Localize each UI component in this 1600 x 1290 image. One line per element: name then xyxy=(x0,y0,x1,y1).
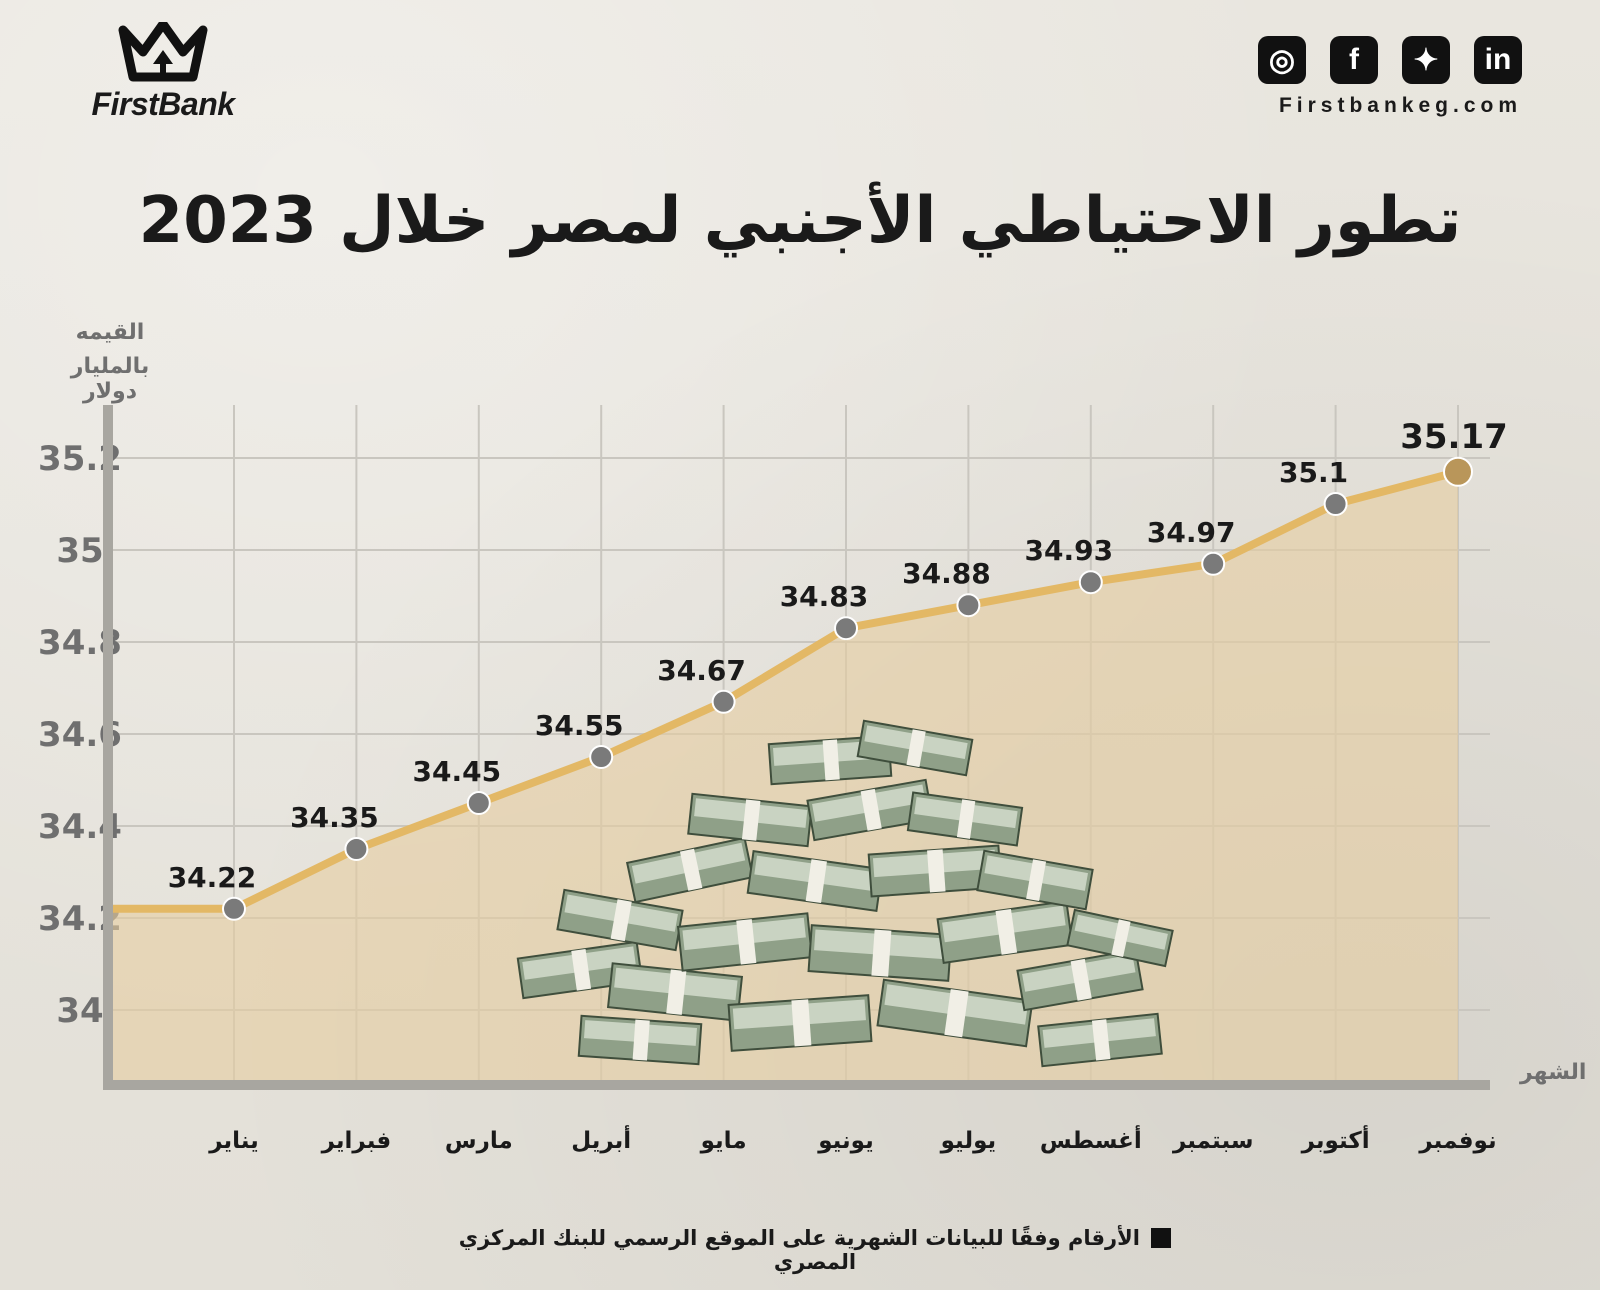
x-tick-label: نوفمبر xyxy=(1418,1128,1496,1154)
data-label: 34.83 xyxy=(780,580,869,613)
cash-stack xyxy=(625,836,755,904)
y-axis-unit: بالمليار دولار xyxy=(70,354,150,404)
data-point xyxy=(466,791,491,815)
data-label: 34.45 xyxy=(413,755,502,788)
data-point xyxy=(589,745,614,769)
footnote-bullet xyxy=(1151,1228,1172,1248)
cash-stack xyxy=(906,791,1024,847)
data-label: 34.93 xyxy=(1025,534,1114,567)
cash-stack xyxy=(687,792,813,848)
firstbank-logo: FirstBank xyxy=(78,19,248,132)
cash-stack xyxy=(876,978,1034,1048)
instagram-icon[interactable]: ◎ xyxy=(1258,36,1306,84)
x-tick-label: يوليو xyxy=(940,1128,997,1154)
x-tick-label: فبراير xyxy=(321,1128,392,1154)
data-point xyxy=(956,593,981,618)
cash-stack xyxy=(516,940,644,1000)
data-point xyxy=(1078,570,1103,595)
cash-stack xyxy=(976,849,1094,911)
data-label: 34.67 xyxy=(657,654,746,687)
data-label: 34.22 xyxy=(168,861,257,894)
data-point xyxy=(222,896,246,921)
cash-stack xyxy=(1016,948,1144,1012)
y-axis-label: القيمه xyxy=(75,320,145,345)
x-tick-label: أكتوبر xyxy=(1301,1124,1370,1154)
cash-stack xyxy=(807,924,953,982)
series-line xyxy=(113,467,1460,913)
data-label: 34.88 xyxy=(902,557,991,590)
cash-stack xyxy=(936,900,1074,964)
cash-stack xyxy=(806,778,934,842)
x-tick-label: مارس xyxy=(445,1128,513,1154)
y-tick-label: 34 xyxy=(56,991,103,1031)
linkedin-icon[interactable]: in xyxy=(1474,36,1522,84)
cash-stack xyxy=(867,844,1003,898)
data-label: 35.17 xyxy=(1400,417,1508,457)
x-tick-label: يناير xyxy=(208,1128,259,1154)
brand-name: FirstBank xyxy=(91,86,235,122)
data-label: 34.35 xyxy=(290,801,379,834)
data-point xyxy=(1201,551,1226,576)
money-pile-image xyxy=(516,719,1174,1068)
cash-stack xyxy=(856,719,974,777)
data-point xyxy=(1323,492,1348,516)
x-axis-label: الشهر xyxy=(1520,1060,1587,1085)
data-label: 35.1 xyxy=(1279,456,1348,489)
cash-stack xyxy=(676,912,814,972)
cash-stack xyxy=(606,962,744,1022)
data-point xyxy=(1443,456,1473,487)
cash-stack xyxy=(1066,908,1174,968)
x-tick-label: يونيو xyxy=(817,1128,874,1154)
facebook-icon[interactable]: f xyxy=(1330,36,1378,84)
cash-stack xyxy=(577,1014,703,1066)
cash-stack xyxy=(727,994,873,1052)
data-point xyxy=(834,616,858,641)
website-url[interactable]: Firstbankeg.com xyxy=(1278,94,1522,117)
x-tick-label: مايو xyxy=(700,1128,747,1154)
x-tick-label: سبتمبر xyxy=(1172,1128,1254,1154)
social-links: ◎ f ✦ in xyxy=(1258,36,1522,84)
twitter-icon[interactable]: ✦ xyxy=(1402,36,1450,84)
x-tick-label: أغسطس xyxy=(1040,1124,1142,1154)
footnote: الأرقام وفقًا للبيانات الشهرية على الموق… xyxy=(420,1226,1210,1274)
y-tick-label: 35 xyxy=(56,531,103,571)
data-label: 34.55 xyxy=(535,709,624,742)
data-label: 34.97 xyxy=(1147,516,1236,549)
cash-stack xyxy=(1037,1012,1163,1068)
crown-icon xyxy=(118,19,208,82)
footnote-text: الأرقام وفقًا للبيانات الشهرية على الموق… xyxy=(458,1226,1140,1274)
chart-title: تطور الاحتياطي الأجنبي لمصر خلال 2023 xyxy=(138,184,1462,258)
data-point xyxy=(711,689,736,714)
x-tick-label: أبريل xyxy=(571,1124,631,1154)
data-point xyxy=(344,837,369,861)
